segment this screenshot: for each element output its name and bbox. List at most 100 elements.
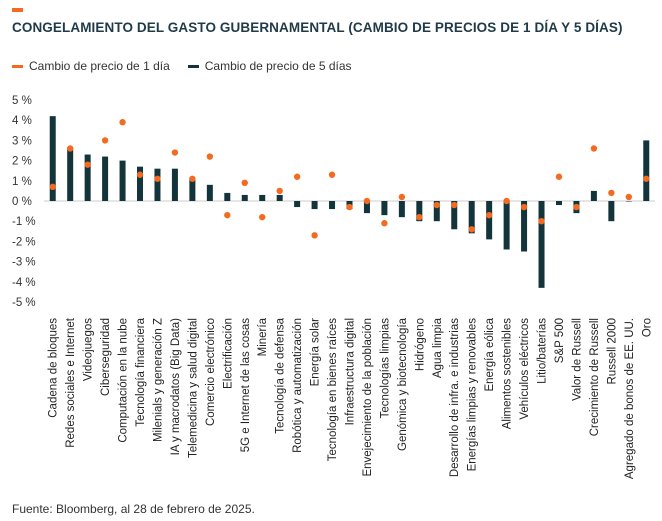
point-1-day: [154, 175, 161, 182]
bar-5-day: [171, 168, 178, 201]
category-label: 5G e Internet de las cosas: [240, 318, 252, 452]
point-1-day: [66, 145, 74, 152]
bar-5-day: [189, 178, 196, 201]
category-label: Cadena de bloques: [48, 318, 60, 418]
point-1-day: [520, 203, 528, 211]
category-label: Robótica y automatización: [292, 318, 304, 453]
category-label: Envejecimiento de la población: [362, 318, 374, 477]
y-tick-label: -5 %: [12, 297, 36, 309]
point-1-day: [433, 201, 440, 209]
bar-5-day: [503, 201, 510, 250]
category-label: Ciberseguridad: [100, 318, 112, 396]
point-1-day: [119, 119, 126, 126]
bar-5-day: [329, 201, 336, 210]
point-1-day: [224, 211, 231, 219]
bar-5-day: [363, 201, 370, 214]
bar-5-day: [486, 201, 493, 240]
category-label: Genómica y biotecnología: [397, 317, 409, 451]
legend-label-1-day: Cambio de precio de 1 día: [29, 59, 170, 73]
legend-item-5-day: Cambio de precio de 5 días: [187, 59, 352, 73]
point-1-day: [538, 218, 545, 225]
chart-title: CONGELAMIENTO DEL GASTO GUBERNAMENTAL (C…: [12, 20, 623, 35]
category-label: Minería: [257, 317, 269, 356]
point-1-day: [49, 183, 56, 191]
category-label: S&P 500: [554, 318, 566, 363]
title-accent-bar: [12, 8, 23, 12]
bar-5-day: [416, 201, 423, 222]
y-tick-label: -4 %: [12, 277, 36, 289]
bar-5-day: [137, 166, 144, 201]
point-1-day: [381, 220, 388, 227]
y-tick-label: 5 %: [12, 95, 32, 107]
bar-5-day: [241, 194, 248, 201]
category-label: Infraestructura digital: [345, 318, 357, 425]
category-label: Redes sociales e Internet: [65, 317, 77, 448]
bar-5-day: [555, 201, 562, 206]
category-label: Tecnología de defensa: [275, 317, 287, 433]
y-tick-label: -1 %: [12, 216, 36, 228]
point-1-day: [468, 226, 475, 233]
category-label: Desarrollo de infra. e industrias: [449, 318, 461, 477]
legend-swatch-5-day: [187, 64, 199, 68]
category-label: Agua limpia: [432, 317, 444, 378]
point-1-day: [398, 193, 406, 201]
point-1-day: [363, 197, 371, 205]
bar-5-day: [102, 156, 109, 201]
bar-5-day: [67, 148, 74, 201]
point-1-day: [101, 137, 109, 144]
y-tick-label: 4 %: [12, 115, 32, 127]
category-label: IA y macrodatos (Big Data): [170, 318, 182, 456]
y-tick-label: 3 %: [12, 135, 32, 147]
y-tick-label: 1 %: [12, 176, 32, 188]
category-label: Russell 2000: [606, 318, 618, 384]
category-label: Alimentos sostenibles: [502, 318, 514, 429]
category-label: Computación en la nube: [118, 318, 130, 443]
point-1-day: [206, 153, 214, 160]
bar-5-day: [468, 201, 475, 234]
point-1-day: [311, 232, 318, 239]
bar-5-day: [311, 201, 318, 210]
bar-5-day: [590, 190, 597, 201]
category-label: Crecimiento de Russell: [589, 318, 601, 436]
point-1-day: [84, 161, 91, 168]
category-label: Hidrógeno: [414, 318, 426, 371]
point-1-day: [573, 203, 580, 211]
bar-5-day: [224, 192, 231, 201]
point-1-day: [451, 201, 458, 209]
point-1-day: [625, 193, 633, 201]
category-label: Electrificación: [222, 318, 234, 389]
chart-legend: Cambio de precio de 1 día Cambio de prec…: [12, 59, 370, 73]
category-label: Valor de Russell: [571, 318, 583, 401]
category-label: Tecnología financiera: [135, 317, 147, 426]
legend-item-1-day: Cambio de precio de 1 día: [12, 59, 170, 73]
bar-5-day: [538, 201, 545, 288]
point-1-day: [416, 213, 423, 221]
category-label: Tecnologías limpias: [379, 318, 391, 419]
bar-5-day: [433, 201, 440, 222]
point-1-day: [590, 145, 598, 152]
point-1-day: [346, 203, 353, 211]
category-label: Litio/baterías: [537, 318, 549, 384]
y-tick-label: -3 %: [12, 257, 36, 269]
category-label: Telemedicina y salud digital: [187, 318, 199, 458]
point-1-day: [293, 173, 301, 180]
category-label: Agregado de bonos de EE. UU.: [624, 318, 636, 479]
bar-5-day: [451, 201, 458, 230]
point-1-day: [276, 187, 283, 195]
category-label: Vehículos eléctricos: [519, 318, 531, 420]
bar-5-day: [294, 201, 301, 208]
bar-5-day: [276, 194, 283, 201]
bar-5-day: [521, 201, 528, 252]
point-1-day: [136, 171, 144, 178]
category-label: Energía solar: [310, 318, 322, 387]
point-1-day: [485, 211, 493, 219]
legend-label-5-day: Cambio de precio de 5 días: [204, 59, 352, 73]
bar-5-day: [119, 160, 126, 201]
category-label: Energía eólica: [484, 317, 496, 391]
bar-5-day: [608, 201, 615, 222]
y-tick-label: 2 %: [12, 156, 32, 168]
y-tick-label: 0 %: [12, 196, 32, 208]
bar-5-day: [84, 154, 91, 201]
point-1-day: [328, 171, 336, 178]
